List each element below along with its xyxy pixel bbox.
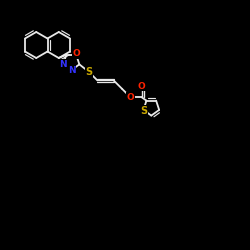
Text: O: O [72,49,80,58]
Text: S: S [85,67,92,77]
Text: O: O [127,93,134,102]
Text: N: N [59,60,66,69]
Text: S: S [140,106,147,116]
Text: O: O [138,82,146,91]
Text: N: N [68,66,76,75]
